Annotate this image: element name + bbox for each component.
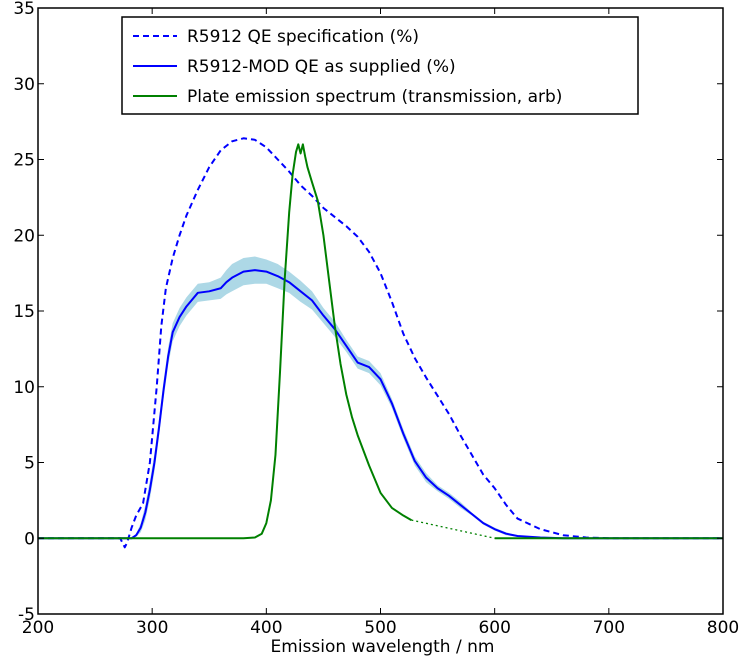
legend: R5912 QE specification (%) R5912-MOD QE a… — [121, 16, 639, 115]
legend-label: Plate emission spectrum (transmission, a… — [187, 87, 562, 107]
series-1-line — [38, 269, 723, 540]
y-tick-label: 30 — [13, 75, 35, 95]
x-tick-label: 600 — [478, 618, 510, 638]
y-tick-label: 20 — [13, 226, 35, 246]
x-tick-label: 800 — [707, 618, 739, 638]
x-axis-label: Emission wavelength / nm — [271, 637, 495, 657]
series-3-line — [411, 519, 495, 539]
series-0-line — [38, 137, 723, 549]
y-tick-label: 35 — [13, 0, 35, 19]
x-tick-label: 200 — [22, 618, 54, 638]
confidence-band-layer — [38, 256, 723, 539]
x-tick-label: 700 — [593, 618, 625, 638]
y-tick-label: 15 — [13, 302, 35, 322]
legend-label: R5912-MOD QE as supplied (%) — [187, 57, 456, 77]
series-1-uncertainty-band — [38, 256, 723, 539]
series-2-line — [38, 143, 412, 540]
legend-box — [121, 16, 639, 115]
y-tick-label: -5 — [18, 605, 35, 625]
x-tick-label: 500 — [364, 618, 396, 638]
y-tick-label: 0 — [24, 529, 35, 549]
y-tick-label: 10 — [13, 378, 35, 398]
series-layer — [38, 137, 723, 549]
y-tick-label: 25 — [13, 151, 35, 171]
legend-label: R5912 QE specification (%) — [187, 27, 419, 47]
y-tick-label: 5 — [24, 454, 35, 474]
x-tick-label: 400 — [250, 618, 282, 638]
x-tick-label: 300 — [136, 618, 168, 638]
tick-layer: 200 300 400 500 600 700 800 -5 0 5 10 15 20 25 30 35 — [13, 0, 739, 638]
